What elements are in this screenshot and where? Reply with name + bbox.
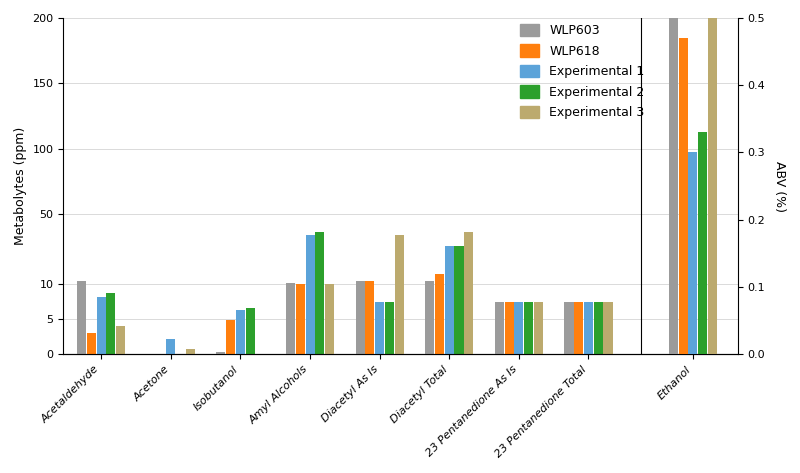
Bar bbox=[708, 15, 717, 354]
Bar bbox=[325, 284, 334, 354]
Bar bbox=[594, 302, 602, 354]
Bar bbox=[688, 152, 698, 354]
Bar bbox=[454, 245, 463, 354]
Bar bbox=[315, 232, 324, 354]
Bar bbox=[669, 18, 678, 354]
Bar bbox=[356, 281, 365, 354]
Bar bbox=[166, 339, 175, 354]
Bar bbox=[394, 235, 404, 354]
Y-axis label: ABV (%): ABV (%) bbox=[773, 161, 786, 211]
Bar bbox=[603, 302, 613, 354]
Bar bbox=[97, 297, 106, 354]
Bar bbox=[116, 326, 126, 354]
Bar bbox=[426, 281, 434, 354]
Bar bbox=[565, 302, 574, 354]
Y-axis label: Metabolytes (ppm): Metabolytes (ppm) bbox=[14, 127, 27, 245]
Bar bbox=[78, 281, 86, 354]
Bar bbox=[106, 293, 115, 354]
Bar bbox=[505, 302, 514, 354]
Bar bbox=[375, 302, 384, 354]
Bar bbox=[385, 302, 394, 354]
Bar bbox=[186, 349, 195, 354]
Bar bbox=[87, 333, 96, 354]
Bar bbox=[435, 274, 444, 354]
Bar bbox=[678, 38, 688, 354]
Bar bbox=[246, 308, 254, 354]
Bar bbox=[366, 281, 374, 354]
Bar bbox=[286, 283, 295, 354]
Bar bbox=[306, 235, 314, 354]
Bar bbox=[296, 284, 305, 354]
Bar bbox=[236, 309, 245, 354]
Bar bbox=[524, 302, 533, 354]
Bar bbox=[495, 302, 504, 354]
Bar bbox=[584, 302, 593, 354]
Bar bbox=[574, 302, 583, 354]
Bar bbox=[514, 302, 523, 354]
Bar bbox=[698, 132, 707, 354]
Bar bbox=[445, 246, 454, 354]
Bar bbox=[464, 233, 474, 354]
Bar bbox=[226, 320, 235, 354]
Legend: WLP603, WLP618, Experimental 1, Experimental 2, Experimental 3: WLP603, WLP618, Experimental 1, Experime… bbox=[514, 18, 650, 125]
Bar bbox=[534, 302, 543, 354]
Bar bbox=[217, 351, 226, 354]
